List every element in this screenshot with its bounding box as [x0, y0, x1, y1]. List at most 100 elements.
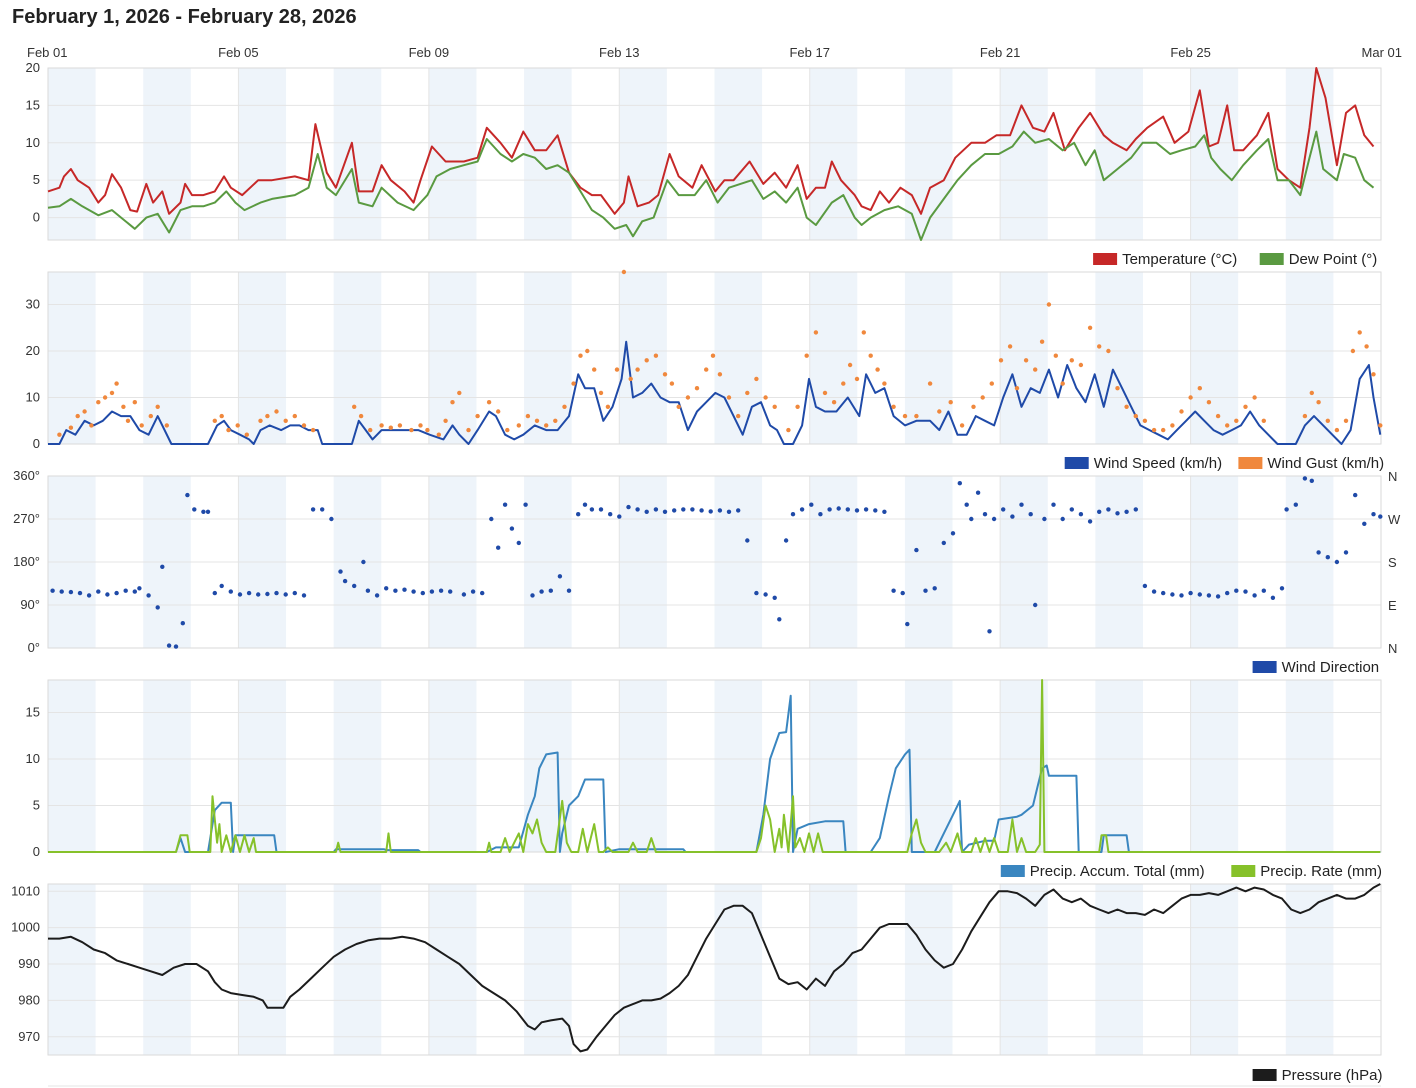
data-point	[1133, 507, 1139, 512]
data-point	[971, 404, 976, 409]
data-point	[799, 507, 805, 512]
data-point	[480, 590, 485, 596]
data-point	[212, 418, 217, 423]
data-point	[1124, 404, 1129, 409]
data-point	[96, 589, 101, 594]
data-point	[1252, 593, 1257, 598]
data-point	[681, 507, 686, 512]
data-point	[1343, 550, 1349, 555]
data-point	[496, 409, 501, 414]
data-point	[1097, 344, 1102, 349]
data-point	[525, 413, 531, 419]
data-point	[763, 592, 768, 597]
panel-wind: 0 10 20 30 Wind Gust (km/h) Wind Speed (km/h)	[26, 269, 1384, 472]
data-point	[1371, 372, 1376, 377]
panel-precipitation: 0 5 10 15 Precip. Rate (mm) Precip. Accum. To…	[26, 679, 1382, 880]
data-point	[957, 481, 962, 486]
data-point	[1142, 583, 1148, 589]
data-point	[1261, 588, 1267, 593]
day-band	[428, 884, 477, 1055]
data-point	[379, 423, 384, 428]
x-tick-label: Mar 01	[1362, 45, 1402, 60]
data-point	[1378, 514, 1383, 519]
y-tick-label: 10	[26, 135, 40, 150]
data-point	[505, 427, 510, 433]
data-point	[662, 509, 668, 514]
legend-swatch	[1259, 253, 1284, 265]
data-point	[923, 588, 928, 593]
data-point	[1033, 367, 1038, 372]
series-line	[48, 340, 1382, 445]
day-band	[48, 680, 96, 852]
data-point	[566, 588, 572, 593]
day-band	[904, 68, 953, 240]
day-band	[809, 68, 858, 240]
y-tick-label: 270°	[13, 511, 40, 526]
data-point	[927, 381, 933, 386]
y-tick-label: 360°	[13, 468, 40, 483]
data-point	[1206, 400, 1212, 405]
day-band	[428, 680, 477, 852]
data-point	[854, 376, 860, 382]
data-point	[283, 418, 288, 423]
data-point	[1161, 590, 1166, 596]
data-point	[274, 409, 279, 414]
data-point	[443, 418, 448, 423]
data-point	[166, 643, 172, 648]
data-point	[185, 492, 190, 498]
data-point	[989, 381, 994, 386]
data-point	[1252, 395, 1257, 400]
data-point	[1179, 409, 1184, 414]
data-point	[548, 588, 553, 593]
data-point	[1302, 413, 1308, 419]
data-point	[1039, 339, 1045, 344]
data-point	[969, 516, 974, 522]
data-point	[429, 589, 435, 594]
data-point	[1133, 413, 1139, 419]
data-point	[717, 508, 723, 513]
right-tick-label: E	[1388, 598, 1397, 613]
data-point	[1371, 512, 1376, 517]
data-point	[626, 504, 631, 510]
data-point	[1188, 395, 1193, 400]
y-tick-label: 5	[33, 798, 40, 813]
right-tick-label: S	[1388, 555, 1397, 570]
data-point	[1362, 521, 1367, 526]
data-point	[845, 507, 850, 512]
data-point	[105, 592, 110, 597]
data-point	[1309, 390, 1315, 396]
legend-label: Precip. Accum. Total (mm)	[1030, 863, 1205, 880]
data-point	[86, 593, 92, 598]
data-point	[361, 559, 366, 565]
x-axis-ticks: Feb 01 Feb 05 Feb 09 Feb 13 Feb 17 Feb 21 Feb …	[27, 45, 1402, 60]
data-point	[1097, 509, 1102, 514]
legend-label: Precip. Rate (mm)	[1260, 863, 1382, 880]
day-band	[1190, 272, 1239, 444]
day-band	[524, 272, 572, 444]
right-tick-label: N	[1388, 641, 1397, 656]
data-point	[486, 400, 492, 405]
data-point	[708, 509, 713, 514]
day-band	[428, 272, 477, 444]
data-point	[863, 507, 869, 512]
data-point	[132, 400, 137, 405]
data-point	[662, 372, 668, 377]
x-tick-label: Feb 13	[599, 45, 639, 60]
y-tick-label: 20	[26, 60, 40, 75]
day-band	[333, 680, 382, 852]
data-point	[368, 427, 373, 433]
data-point	[1378, 423, 1383, 428]
data-point	[736, 508, 741, 513]
data-point	[653, 353, 659, 358]
data-point	[605, 404, 611, 409]
day-band	[1190, 680, 1239, 852]
data-point	[121, 404, 126, 409]
data-point	[882, 381, 887, 386]
data-point	[461, 592, 467, 597]
data-point	[1206, 593, 1212, 598]
data-point	[96, 400, 101, 405]
plot-frame	[47, 883, 1382, 1056]
data-point	[338, 569, 343, 574]
data-point	[790, 512, 796, 517]
plot-frame	[47, 475, 1382, 649]
